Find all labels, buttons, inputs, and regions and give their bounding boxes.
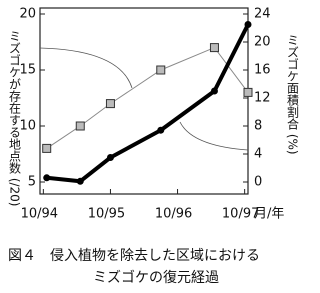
y2-axis-label: ミズゴケ面積割合 (%) — [286, 34, 300, 155]
marker — [106, 154, 114, 161]
chart: ミズゴケが存在する地点数 (/20) ミズゴケ面積割合 (%) 月/年 図４ 侵… — [8, 7, 300, 287]
marker — [157, 126, 165, 134]
marker — [243, 87, 253, 97]
y-tick-label: 15 — [19, 63, 36, 78]
x-tick-label: 10/97 — [222, 207, 259, 222]
y-tick-label: 10 — [19, 119, 36, 134]
x-axis-label: 月/年 — [254, 207, 284, 222]
x-tick-label: 10/96 — [155, 207, 192, 222]
y2-tick-label: 0 — [254, 175, 262, 190]
series-line — [46, 46, 249, 149]
series-line — [46, 23, 250, 184]
leader-line — [39, 47, 133, 89]
y2-tick-label: 16 — [254, 63, 271, 78]
y2-tick-label: 12 — [254, 91, 271, 106]
plot-frame — [39, 7, 249, 195]
y2-tick-label: 8 — [254, 119, 262, 134]
marker — [76, 177, 84, 185]
leader-line — [179, 121, 249, 151]
marker — [42, 143, 52, 153]
marker — [156, 65, 166, 75]
y2-tick-label: 20 — [254, 35, 271, 50]
caption-line: 図４ 侵入植物を除去した区域における — [8, 247, 260, 264]
y-tick-label: 20 — [19, 7, 36, 22]
marker — [244, 21, 252, 28]
caption-line: ミズゴケの復元経過 — [93, 269, 219, 286]
y2-tick-label: 4 — [254, 147, 262, 162]
marker — [210, 87, 218, 95]
marker — [43, 174, 51, 182]
y2-tick-label: 24 — [254, 7, 271, 22]
y-axis-label: ミズゴケが存在する地点数 (/20) — [8, 30, 22, 207]
x-tick-label: 10/95 — [88, 207, 125, 222]
y-tick-label: 5 — [28, 175, 36, 190]
marker — [105, 99, 115, 109]
x-tick-label: 10/94 — [21, 207, 58, 222]
marker — [75, 121, 85, 131]
marker — [209, 43, 219, 53]
